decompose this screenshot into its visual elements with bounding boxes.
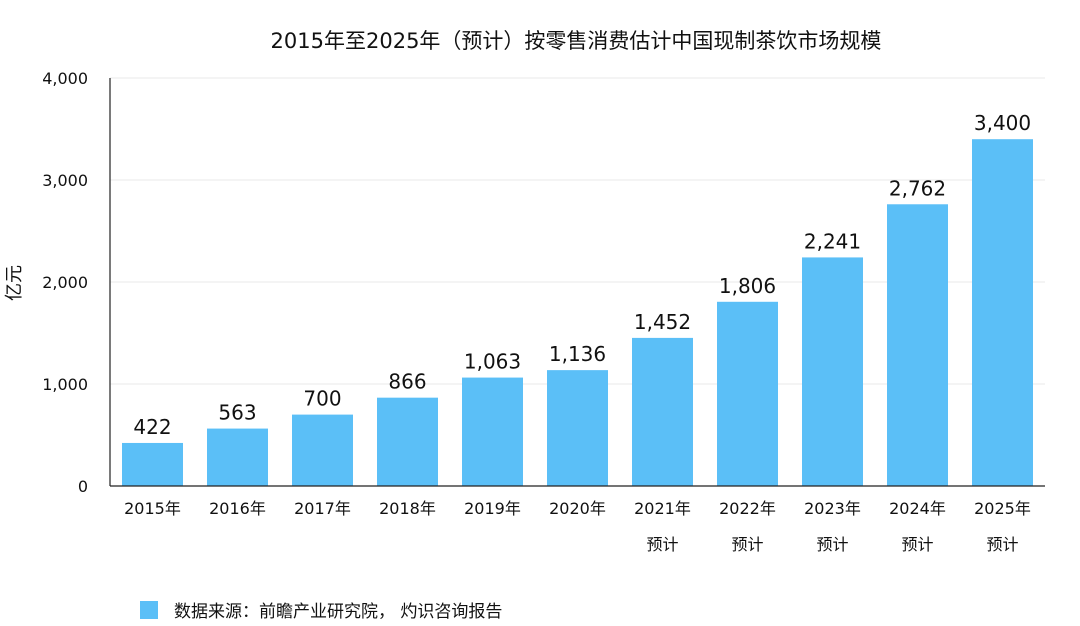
bar [462,377,523,486]
bar-value-label: 2,762 [889,176,946,200]
x-tick-label: 2018年 [379,499,436,518]
bar-value-label: 2,241 [804,229,861,253]
x-tick-label: 预计 [816,535,848,554]
x-tick-label: 2022年 [719,499,776,518]
x-tick-label: 2020年 [549,499,606,518]
y-tick-label: 1,000 [42,375,88,394]
bar-value-label: 3,400 [974,111,1031,135]
bar-value-label: 1,063 [464,350,521,374]
y-axis-ticks: 0 1,000 2,000 3,000 4,000 [42,69,88,496]
x-tick-label: 2023年 [804,499,861,518]
legend-source-text: 数据来源：前瞻产业研究院， 灼识咨询报告 [174,602,503,622]
value-labels: 422 563 700 866 1,063 1,136 1,452 1,806 2,241 2,7… [133,111,1031,439]
bar [122,442,183,486]
bar-value-label: 1,136 [549,342,606,366]
x-tick-label: 2025年 [974,499,1031,518]
x-tick-label: 2017年 [294,499,351,518]
bar [292,414,353,486]
x-tick-label: 预计 [731,535,763,554]
bar [207,428,268,486]
bar-value-label: 1,452 [634,310,691,334]
y-tick-label: 4,000 [42,69,88,88]
chart-title: 2015年至2025年（预计）按零售消费估计中国现制茶饮市场规模 [271,29,882,53]
bars [122,139,1033,486]
bar-value-label: 866 [388,370,426,394]
bar [802,257,863,486]
x-tick-label: 2019年 [464,499,521,518]
bar-value-label: 1,806 [719,274,776,298]
bar-chart: 2015年至2025年（预计）按零售消费估计中国现制茶饮市场规模 亿元 0 1,0… [4,29,1045,554]
legend-swatch [140,600,158,619]
bar-value-label: 563 [218,401,256,425]
x-tick-label: 2015年 [124,499,181,518]
bar [887,204,948,486]
bar-value-label: 700 [303,387,341,411]
x-tick-label: 2024年 [889,499,946,518]
y-tick-label: 2,000 [42,273,88,292]
y-tick-label: 3,000 [42,171,88,190]
bar-value-label: 422 [133,415,171,439]
x-tick-label: 预计 [646,535,678,554]
bar [717,301,778,486]
y-tick-label: 0 [78,477,88,496]
x-tick-label: 2016年 [209,499,266,518]
bar [972,139,1033,486]
bar [547,370,608,486]
y-axis-label: 亿元 [4,265,25,301]
bar [632,337,693,486]
x-tick-label: 2021年 [634,499,691,518]
legend: 数据来源：前瞻产业研究院， 灼识咨询报告 [140,597,502,622]
bar [377,397,438,486]
x-tick-label: 预计 [986,535,1018,554]
x-tick-label: 预计 [901,535,933,554]
